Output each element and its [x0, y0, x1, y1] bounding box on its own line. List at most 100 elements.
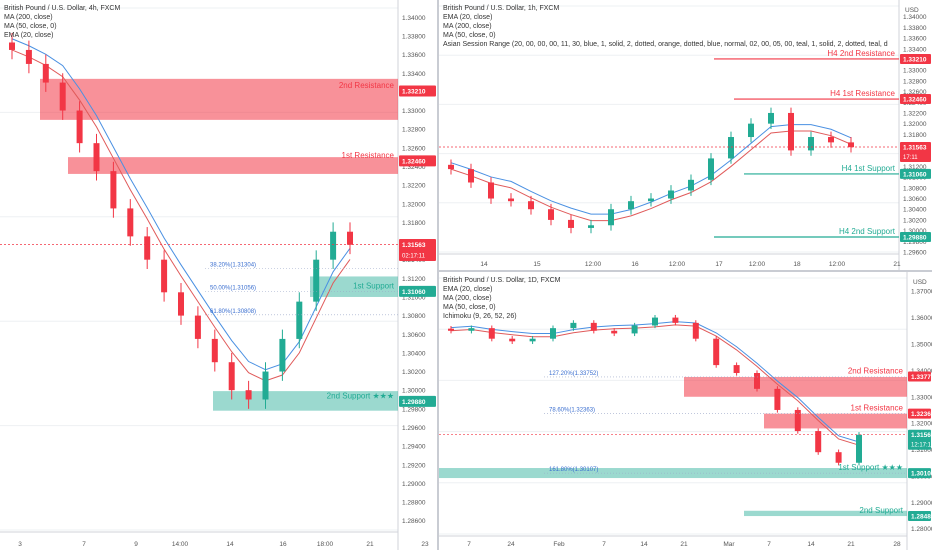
y-tick-label: 1.35000 [911, 341, 932, 348]
candle-body [588, 225, 594, 228]
candle-body [59, 82, 66, 111]
candle-body [788, 112, 794, 151]
candle-body [848, 142, 854, 148]
indicator-label[interactable]: MA (50, close, 0) [443, 304, 496, 311]
indicator-label[interactable]: Asian Session Range (20, 00, 00, 00, 11,… [443, 41, 888, 48]
y-tick-label: 1.31800 [903, 132, 927, 139]
panel-divider-horizontal[interactable] [439, 270, 932, 272]
x-tick-label: 12:00 [669, 261, 686, 268]
chart-panel-1h[interactable]: 1.340001.338001.336001.334001.332001.330… [439, 0, 932, 270]
indicator-label[interactable]: MA (200, close) [443, 23, 492, 30]
y-tick-label: 1.28800 [402, 500, 426, 507]
price-tag-label: 1.31060 [402, 289, 426, 296]
y-tick-label: 1.32600 [903, 89, 927, 96]
zone-support_2 [744, 510, 907, 517]
indicator-label[interactable]: EMA (20, close) [4, 32, 54, 39]
price-tag-label: 1.31563 [903, 145, 927, 152]
chart-panel-1d[interactable]: 1.37000 1.36000 1.35000 1.34000 1.33000 1.320… [439, 272, 932, 550]
price-tag [908, 429, 931, 450]
y-tick-label: 1.28600 [402, 518, 426, 525]
price-tag-label: 1.31563 [402, 242, 426, 249]
x-tick-label: 17 [715, 261, 723, 268]
y-tick-label: 1.32800 [903, 78, 927, 85]
candle-body [127, 208, 134, 237]
chart-panel-4h[interactable]: 1.340001.338001.336001.334001.332001.330… [0, 0, 437, 550]
zone-label: H4 1st Support [842, 164, 896, 173]
candle-body [93, 143, 100, 172]
price-tag-label: 1.28480 [911, 514, 932, 521]
y-tick-label: 1.29400 [402, 444, 426, 451]
price-tag-countdown: 02:17:11 [402, 253, 426, 259]
price-tag [908, 468, 931, 479]
candle-body [835, 452, 842, 463]
zone-resistance_1 [68, 157, 398, 174]
candle-body [774, 388, 781, 410]
price-tag-label: 1.30105 [911, 471, 932, 478]
y-tick-label: 1.29000 [402, 481, 426, 488]
y-tick-label: 1.29200 [402, 462, 426, 469]
chart-canvas-1h[interactable]: 1.340001.338001.336001.334001.332001.330… [439, 0, 932, 270]
legend-1d: British Pound / U.S. Dollar, 1D, FXCM EM… [443, 276, 560, 321]
price-tag-countdown: 12:17:11 [911, 443, 932, 449]
price-tag-label: 1.31060 [903, 171, 927, 178]
y-tick-label: 1.29800 [903, 239, 927, 246]
price-tag [399, 395, 436, 407]
chart-title-1h: British Pound / U.S. Dollar, 1h, FXCM [443, 5, 560, 12]
x-tick-label: 9 [134, 541, 138, 548]
y-tick-label: 1.29000 [911, 500, 932, 507]
indicator-label[interactable]: EMA (20, close) [443, 14, 493, 21]
candle-body [728, 137, 734, 159]
y-tick-label: 1.31200 [903, 164, 927, 171]
zone-label: H4 2nd Support [839, 227, 896, 236]
candle-body [347, 231, 353, 245]
legend-4h: British Pound / U.S. Dollar, 4h, FXCM MA… [4, 4, 120, 40]
x-tick-label: 23 [421, 541, 429, 548]
candle-body [708, 158, 714, 180]
candle-body [262, 371, 269, 400]
chart-canvas-1d[interactable]: 1.37000 1.36000 1.35000 1.34000 1.33000 1.320… [439, 272, 932, 550]
indicator-label[interactable]: MA (200, close) [4, 14, 53, 21]
x-tick-label: 12:00 [749, 261, 766, 268]
candle-body [692, 322, 699, 339]
fib-label: 61.80%(1.30808) [210, 309, 256, 315]
candle-body [76, 110, 83, 144]
candle-body [794, 409, 801, 432]
indicator-label[interactable]: MA (200, close) [443, 295, 492, 302]
candle-body [631, 325, 638, 334]
price-tag [399, 155, 436, 167]
y-tick-label: 1.32000 [911, 421, 932, 428]
candle-body [9, 42, 15, 50]
indicator-label[interactable]: MA (50, close, 0) [4, 23, 57, 30]
y-tick-label: 1.31200 [402, 276, 426, 283]
x-tick-label: 28 [893, 541, 901, 548]
candle-body [550, 328, 556, 339]
zone-label: 2nd Support ★★★ [327, 391, 394, 400]
candle-body [754, 373, 760, 389]
candle-body [279, 338, 286, 372]
y-tick-label: 1.33000 [903, 68, 927, 75]
fib-label: 50.00%(1.31056) [210, 286, 256, 292]
panel-divider-vertical[interactable] [437, 0, 439, 550]
candle-body [548, 209, 554, 220]
indicator-label[interactable]: EMA (20, close) [443, 286, 493, 293]
zone-label: H4 1st Resistance [830, 89, 895, 98]
indicator-label[interactable]: MA (50, close, 0) [443, 32, 496, 39]
price-tag [399, 85, 436, 97]
zone-label: 1st Support ★★★ [838, 463, 903, 472]
chart-canvas-4h[interactable]: 1.340001.338001.336001.334001.332001.330… [0, 0, 437, 550]
candle-body [330, 231, 337, 260]
candle-body [628, 201, 634, 210]
indicator-label[interactable]: Ichimoku (9, 26, 52, 26) [443, 313, 517, 320]
y-tick-label: 1.36000 [911, 315, 932, 322]
candle-body [672, 317, 679, 323]
y-tick-label: 1.31000 [911, 447, 932, 454]
y-tick-label: 1.33600 [402, 52, 426, 59]
candle-body [768, 112, 774, 124]
x-tick-label: 21 [366, 541, 374, 548]
candle-body [648, 198, 654, 202]
price-tag-countdown: 17:11 [903, 155, 918, 161]
y-tick-label: 1.34000 [911, 368, 932, 375]
y-tick-label: 1.32600 [402, 145, 426, 152]
price-tag [908, 371, 931, 382]
candle-body [828, 137, 834, 143]
